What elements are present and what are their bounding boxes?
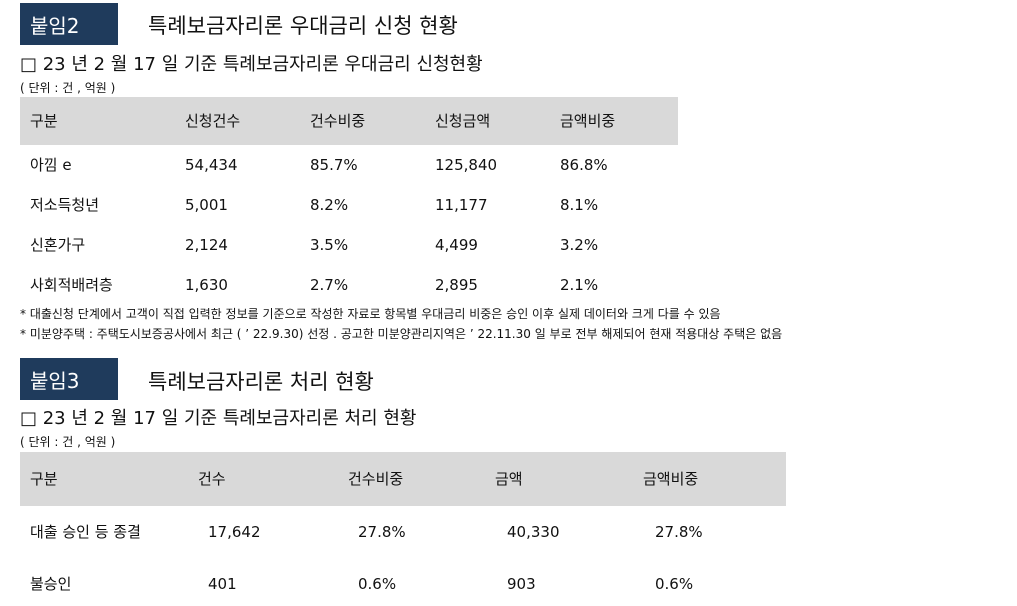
header-cell: 금액비중 [643,470,699,488]
table-cell: 401 [208,575,237,593]
table-cell: 불승인 [30,575,72,593]
table-cell: 86.8% [560,156,608,174]
table-cell: 8.2% [310,196,349,214]
section-title: 특례보금자리론 우대금리 신청 현황 [148,14,458,38]
table-cell: 0.6% [655,575,694,593]
table-cell: 17,642 [208,523,261,541]
section-title: 특례보금자리론 처리 현황 [148,370,374,394]
table-header [20,452,786,506]
table-cell: 903 [507,575,536,593]
subtitle: □ 23 년 2 월 17 일 기준 특례보금자리론 우대금리 신청현황 [20,54,483,75]
table-cell: 2.1% [560,276,599,294]
table-cell: 0.6% [358,575,397,593]
table-cell: 사회적배려층 [30,276,113,294]
header-cell: 건수비중 [348,470,404,488]
header-cell: 금액 [495,470,523,488]
table-cell: 125,840 [435,156,498,174]
table-cell: 신혼가구 [30,236,86,254]
table-cell: 5,001 [185,196,228,214]
table-cell: 2,124 [185,236,228,254]
section-label: 붙임3 [20,358,118,400]
table-cell: 2,895 [435,276,478,294]
table-cell: 3.5% [310,236,349,254]
table-cell: 27.8% [358,523,406,541]
table-cell: 8.1% [560,196,599,214]
header-cell: 건수비중 [310,112,366,130]
header-cell: 건수 [198,470,226,488]
table-cell: 저소득청년 [30,196,100,214]
header-cell: 신청건수 [185,112,241,130]
table-cell: 40,330 [507,523,560,541]
header-cell: 신청금액 [435,112,491,130]
section-label: 붙임2 [20,3,118,45]
table-cell: 54,434 [185,156,238,174]
note: * 미분양주택 : 주택도시보증공사에서 최근 ( ’ 22.9.30) 선정 … [20,327,783,341]
unit: ( 단위 : 건 , 억원 ) [20,81,116,95]
table-cell: 1,630 [185,276,228,294]
table-header [20,97,678,145]
table-cell: 아낌 e [30,156,72,174]
table-cell: 85.7% [310,156,358,174]
table-cell: 27.8% [655,523,703,541]
table-cell: 4,499 [435,236,478,254]
table-cell: 대출 승인 등 종결 [30,523,141,541]
unit: ( 단위 : 건 , 억원 ) [20,435,116,449]
header-cell: 금액비중 [560,112,616,130]
header-cell: 구분 [30,112,58,130]
table-cell: 11,177 [435,196,488,214]
note: * 대출신청 단계에서 고객이 직접 입력한 정보를 기준으로 작성한 자료로 … [20,307,721,321]
subtitle: □ 23 년 2 월 17 일 기준 특례보금자리론 처리 현황 [20,408,417,429]
table-cell: 2.7% [310,276,349,294]
header-cell: 구분 [30,470,58,488]
table-cell: 3.2% [560,236,599,254]
